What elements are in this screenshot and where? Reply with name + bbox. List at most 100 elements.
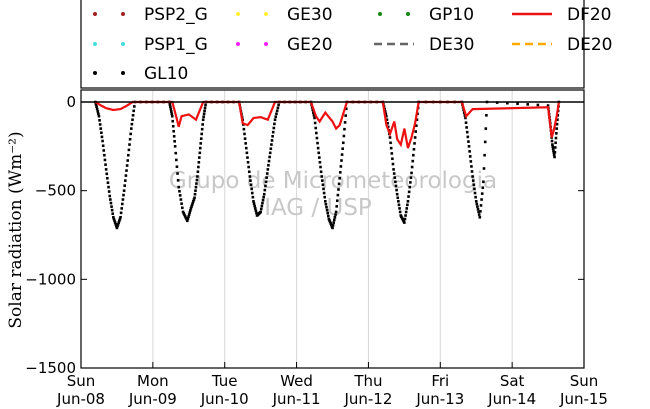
data-point — [200, 132, 204, 136]
data-point — [320, 175, 324, 178]
data-point — [107, 190, 111, 193]
data-point — [385, 118, 389, 122]
data-point — [201, 118, 205, 122]
data-point — [408, 185, 412, 189]
data-point — [395, 188, 398, 192]
data-point — [412, 147, 416, 151]
data-point — [410, 165, 414, 169]
data-point — [249, 179, 252, 182]
legend-label: GE30 — [287, 5, 333, 25]
data-point — [118, 219, 121, 223]
data-point — [389, 141, 392, 145]
data-point — [128, 137, 132, 141]
data-point — [244, 146, 248, 150]
data-point — [396, 196, 400, 200]
x-tick-label-day: Thu — [353, 372, 382, 390]
data-point — [325, 208, 329, 212]
data-point — [394, 184, 398, 188]
data-point — [464, 121, 468, 124]
data-point — [553, 150, 557, 154]
data-point — [121, 198, 125, 201]
legend-marker — [121, 71, 125, 75]
data-point — [326, 211, 330, 215]
legend-marker — [93, 12, 97, 16]
data-point — [465, 126, 468, 129]
data-point — [102, 149, 106, 152]
data-point — [112, 215, 115, 219]
data-point — [275, 109, 279, 113]
legend-marker — [121, 12, 125, 16]
data-point — [176, 179, 180, 182]
data-point — [173, 145, 177, 148]
data-point — [100, 131, 103, 135]
data-point — [546, 104, 550, 107]
legend-marker — [264, 12, 268, 16]
data-point — [113, 219, 116, 223]
y-tick-label: −500 — [35, 182, 76, 200]
data-point — [181, 206, 184, 210]
data-point — [97, 114, 101, 118]
data-point — [551, 147, 555, 150]
data-point — [319, 165, 322, 169]
data-point — [315, 136, 319, 140]
legend-item-ge20: GE20 — [236, 35, 333, 55]
data-point — [526, 103, 530, 106]
data-point — [169, 105, 172, 109]
data-point — [474, 200, 478, 203]
data-point — [95, 107, 99, 111]
data-point — [94, 103, 98, 106]
legend-box — [80, 0, 585, 89]
data-point — [555, 132, 558, 135]
data-point — [392, 172, 396, 175]
data-point — [249, 183, 253, 187]
data-point — [195, 182, 198, 185]
data-point — [192, 198, 196, 201]
data-point — [246, 160, 250, 164]
data-point — [247, 170, 251, 174]
data-point — [394, 180, 397, 184]
data-point — [395, 192, 399, 196]
data-point — [246, 156, 249, 159]
data-point — [471, 175, 474, 178]
data-point — [464, 116, 467, 120]
data-point — [551, 145, 555, 148]
data-point — [554, 136, 558, 140]
data-point — [403, 221, 406, 224]
legend: PSP2_G GE30 GP10 DF20 PSP1_G GE20 DE30 DE20 GL10 — [80, 0, 612, 89]
data-point — [179, 198, 183, 201]
data-point — [269, 147, 273, 150]
data-point — [191, 201, 195, 205]
data-point — [265, 176, 268, 179]
data-point — [194, 185, 198, 189]
data-point — [122, 193, 125, 197]
data-point — [404, 210, 408, 214]
data-point — [334, 213, 337, 216]
data-point — [127, 153, 130, 157]
y-axis-title: Solar radiation (Wm⁻²) — [6, 131, 26, 328]
data-point — [552, 149, 555, 153]
data-point — [319, 170, 323, 174]
data-point — [172, 134, 176, 138]
data-point — [482, 167, 486, 170]
data-point — [342, 134, 346, 138]
data-point — [270, 139, 274, 142]
x-axis-ticks: SunJun-08MonJun-09TueJun-10WedJun-11ThuJ… — [56, 362, 608, 408]
data-point — [271, 130, 275, 134]
data-point — [183, 215, 187, 218]
legend-item-psp2-g: PSP2_G — [93, 5, 208, 25]
data-point — [467, 145, 471, 148]
legend-item-de30: DE30 — [374, 35, 474, 55]
data-point — [117, 221, 121, 224]
data-point — [97, 112, 100, 116]
plot-frame — [80, 89, 585, 369]
data-point — [175, 165, 179, 169]
data-point — [333, 215, 337, 219]
data-point — [324, 200, 327, 203]
legend-marker — [93, 71, 97, 75]
data-point — [409, 176, 413, 179]
data-point — [388, 136, 392, 139]
data-point — [313, 116, 316, 120]
data-point — [407, 190, 411, 194]
watermark: Grupo de Micrometeorologia IAG / USP — [169, 168, 497, 221]
